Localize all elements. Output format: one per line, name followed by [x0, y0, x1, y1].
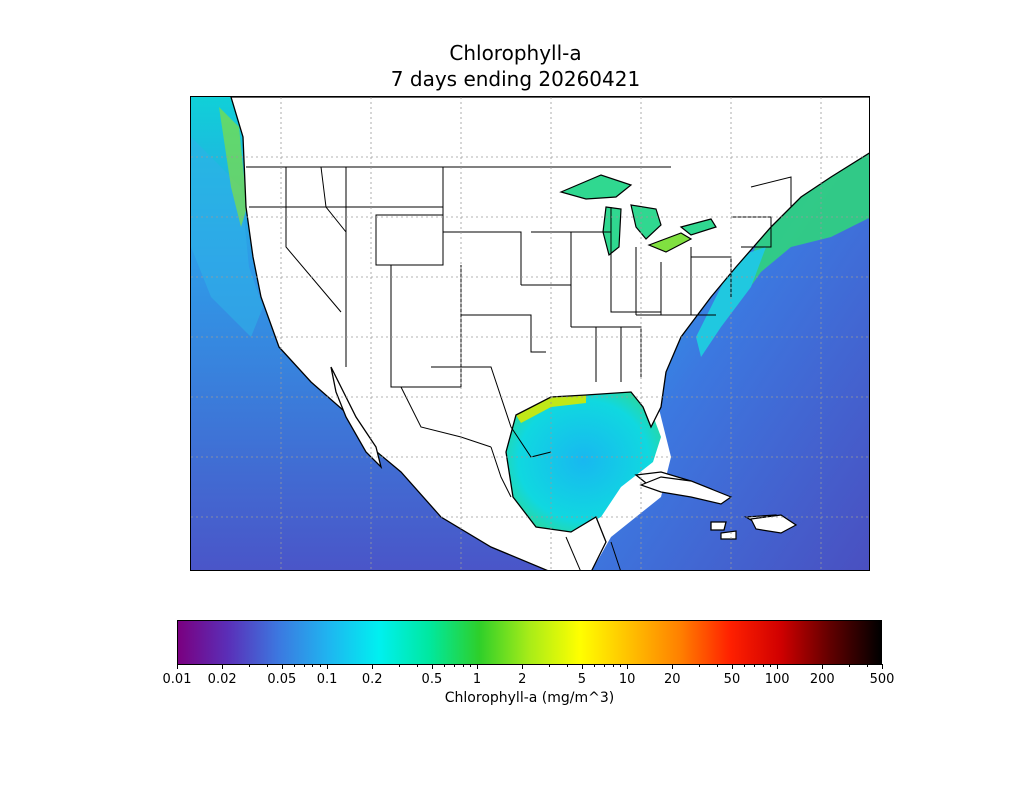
- map-title: Chlorophyll-a: [449, 41, 582, 65]
- colorbar-tick-label: 5: [577, 672, 587, 687]
- colorbar-minor-tick: [548, 664, 550, 667]
- colorbar-minor-tick: [267, 664, 269, 667]
- colorbar-minor-tick: [612, 664, 614, 667]
- colorbar-major-tick: [672, 664, 674, 669]
- colorbar-tick-label: 2: [518, 672, 527, 687]
- colorbar-tick-label: 0.02: [207, 672, 237, 687]
- colorbar-major-tick: [581, 664, 583, 669]
- colorbar-tick-label: 0.01: [162, 672, 192, 687]
- colorbar-major-tick: [477, 664, 479, 669]
- colorbar-ticks: 0.01 0.02 0.05 0.1 0.2 0.5 1 2 5 10 20 50 100 200 500: [163, 664, 894, 694]
- colorbar-minor-tick: [293, 664, 295, 667]
- gulf-of-mexico: [506, 389, 661, 532]
- colorbar-minor-tick: [762, 664, 764, 667]
- colorbar-minor-tick: [303, 664, 305, 667]
- colorbar-minor-tick: [470, 664, 472, 667]
- colorbar-minor-tick: [248, 664, 250, 667]
- colorbar: [177, 620, 882, 665]
- colorbar-major-tick: [731, 664, 733, 669]
- colorbar-minor-tick: [417, 664, 419, 667]
- colorbar-minor-tick: [462, 664, 464, 667]
- colorbar-tick-label: 0.05: [267, 672, 297, 687]
- colorbar-minor-tick: [567, 664, 569, 667]
- colorbar-major-tick: [777, 664, 779, 669]
- colorbar-major-tick: [882, 664, 883, 669]
- colorbar-minor-tick: [848, 664, 850, 667]
- colorbar-major-tick: [431, 664, 433, 669]
- colorbar-tick-label: 0.5: [421, 672, 443, 687]
- colorbar-major-tick: [822, 664, 824, 669]
- colorbar-major-tick: [177, 664, 178, 669]
- colorbar-tick-label: 1: [472, 672, 482, 687]
- colorbar-minor-tick: [743, 664, 745, 667]
- colorbar-minor-tick: [320, 664, 322, 667]
- colorbar-tick-label: 20: [663, 672, 681, 687]
- colorbar-minor-tick: [717, 664, 719, 667]
- colorbar-tick-label: 50: [723, 672, 741, 687]
- colorbar-minor-tick: [603, 664, 605, 667]
- caribbean-islands: [639, 476, 798, 540]
- colorbar-minor-tick: [443, 664, 445, 667]
- colorbar-minor-tick: [620, 664, 622, 667]
- colorbar-tick-label: 0.2: [361, 672, 383, 687]
- colorbar-tick-label: 200: [809, 672, 835, 687]
- colorbar-major-tick: [372, 664, 374, 669]
- lat-lon-graticule: [191, 97, 869, 570]
- colorbar-major-tick: [281, 664, 283, 669]
- colorbar-minor-tick: [593, 664, 595, 667]
- colorbar-major-tick: [222, 664, 224, 669]
- colorbar-major-tick: [327, 664, 329, 669]
- colorbar-tick-label: 500: [869, 672, 895, 687]
- colorbar-label: Chlorophyll-a (mg/m^3): [444, 690, 615, 706]
- colorbar-minor-tick: [453, 664, 455, 667]
- colorbar-minor-tick: [312, 664, 314, 667]
- colorbar-minor-tick: [698, 664, 700, 667]
- colorbar-tick-label: 0.1: [316, 672, 338, 687]
- chlorophyll-map: [190, 96, 870, 571]
- colorbar-minor-tick: [770, 664, 772, 667]
- colorbar-minor-tick: [867, 664, 869, 667]
- colorbar-minor-tick: [753, 664, 755, 667]
- colorbar-minor-tick: [398, 664, 400, 667]
- colorbar-major-tick: [627, 664, 629, 669]
- colorbar-tick-label: 100: [764, 672, 790, 687]
- colorbar-major-tick: [522, 664, 524, 669]
- great-lakes: [559, 174, 717, 257]
- colorbar-tick-label: 10: [618, 672, 636, 687]
- map-subtitle: 7 days ending 20260421: [390, 67, 641, 91]
